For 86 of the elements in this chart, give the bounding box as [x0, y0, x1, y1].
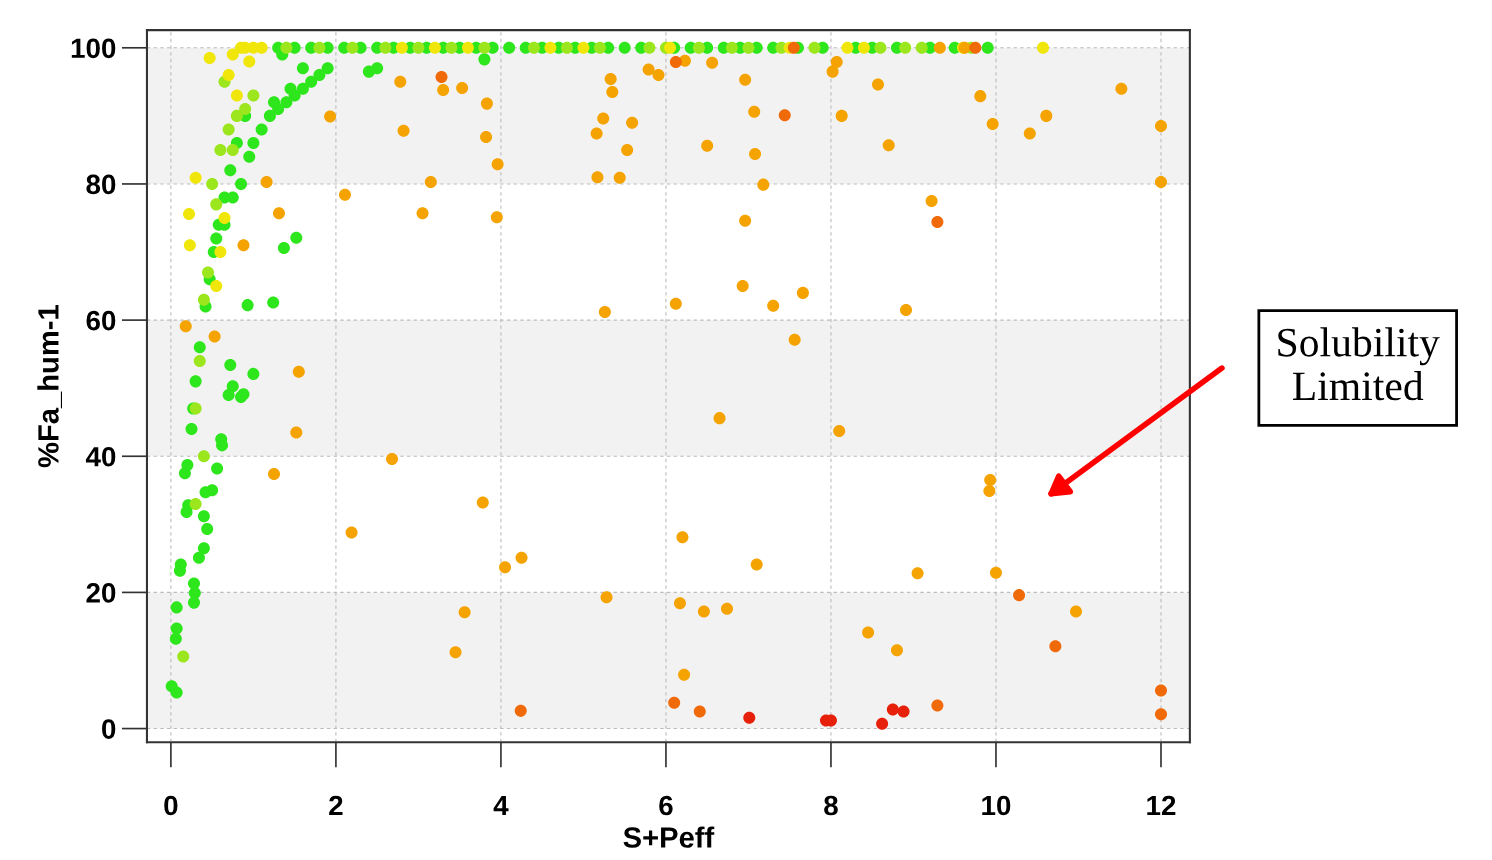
point — [239, 103, 252, 116]
point — [313, 41, 326, 54]
x-tick-label: 0 — [164, 795, 178, 816]
x-tick-label: 2 — [329, 795, 343, 816]
point — [379, 41, 392, 54]
y-axis-title: %Fa_hum-1 — [37, 305, 63, 468]
point — [1154, 708, 1168, 721]
point — [1036, 41, 1050, 54]
point — [230, 109, 243, 122]
point — [226, 143, 239, 156]
point — [412, 41, 425, 54]
point — [435, 71, 448, 84]
y-tick-label: 0 — [102, 719, 116, 739]
x-tick-label: 6 — [659, 795, 673, 816]
point — [742, 41, 755, 54]
x-axis-title: S+Peff — [623, 826, 715, 848]
point — [725, 41, 738, 54]
point — [692, 41, 705, 54]
point — [669, 56, 682, 69]
y-tick-label: 60 — [86, 310, 116, 331]
point — [461, 41, 474, 54]
point — [183, 207, 196, 220]
y-tick-label: 100 — [71, 38, 116, 59]
point — [243, 55, 256, 68]
x-tick-label: 12 — [1147, 795, 1176, 816]
point — [226, 48, 239, 61]
point — [183, 239, 196, 252]
point — [577, 41, 590, 54]
x-tick-label: 8 — [824, 795, 838, 816]
point — [203, 52, 216, 65]
point — [197, 450, 210, 463]
point — [197, 293, 210, 306]
point — [214, 143, 227, 156]
y-tick-label: 80 — [86, 174, 116, 195]
point — [857, 41, 870, 54]
point — [931, 699, 944, 712]
point — [841, 41, 854, 54]
point — [1013, 589, 1026, 602]
point — [544, 41, 557, 54]
point — [210, 280, 223, 293]
point — [280, 41, 293, 54]
point — [668, 696, 681, 709]
y-tick-label: 40 — [85, 446, 116, 467]
point — [189, 497, 202, 510]
point — [808, 41, 821, 54]
point — [214, 246, 227, 259]
point — [778, 109, 791, 122]
x-tick-label: 10 — [982, 795, 1011, 816]
point — [395, 41, 408, 54]
point — [428, 41, 441, 54]
point — [193, 354, 206, 367]
point — [787, 41, 800, 54]
point — [218, 211, 231, 225]
point — [478, 41, 491, 54]
point — [210, 198, 223, 211]
point — [230, 89, 243, 102]
point — [876, 717, 889, 730]
point — [177, 650, 190, 663]
point — [915, 41, 928, 54]
point — [593, 41, 606, 54]
point — [899, 41, 912, 54]
point — [445, 41, 458, 54]
point — [560, 41, 573, 54]
x-tick-label: 4 — [493, 795, 509, 816]
text: Solubility Limited — [1278, 327, 1440, 401]
point — [346, 41, 359, 54]
point — [206, 177, 219, 190]
point — [886, 703, 899, 716]
point — [931, 216, 944, 229]
point — [247, 89, 260, 102]
point — [1154, 684, 1168, 697]
point — [874, 41, 887, 54]
point — [664, 41, 677, 54]
point — [643, 41, 656, 54]
point — [1049, 640, 1062, 653]
y-tick-label: 20 — [86, 583, 116, 603]
point — [527, 41, 540, 54]
point — [693, 705, 706, 718]
point — [514, 704, 527, 717]
point — [897, 705, 910, 718]
point — [222, 69, 235, 82]
point — [969, 41, 982, 54]
point — [189, 171, 202, 184]
point — [743, 711, 756, 724]
point — [202, 266, 215, 279]
point — [222, 123, 235, 136]
